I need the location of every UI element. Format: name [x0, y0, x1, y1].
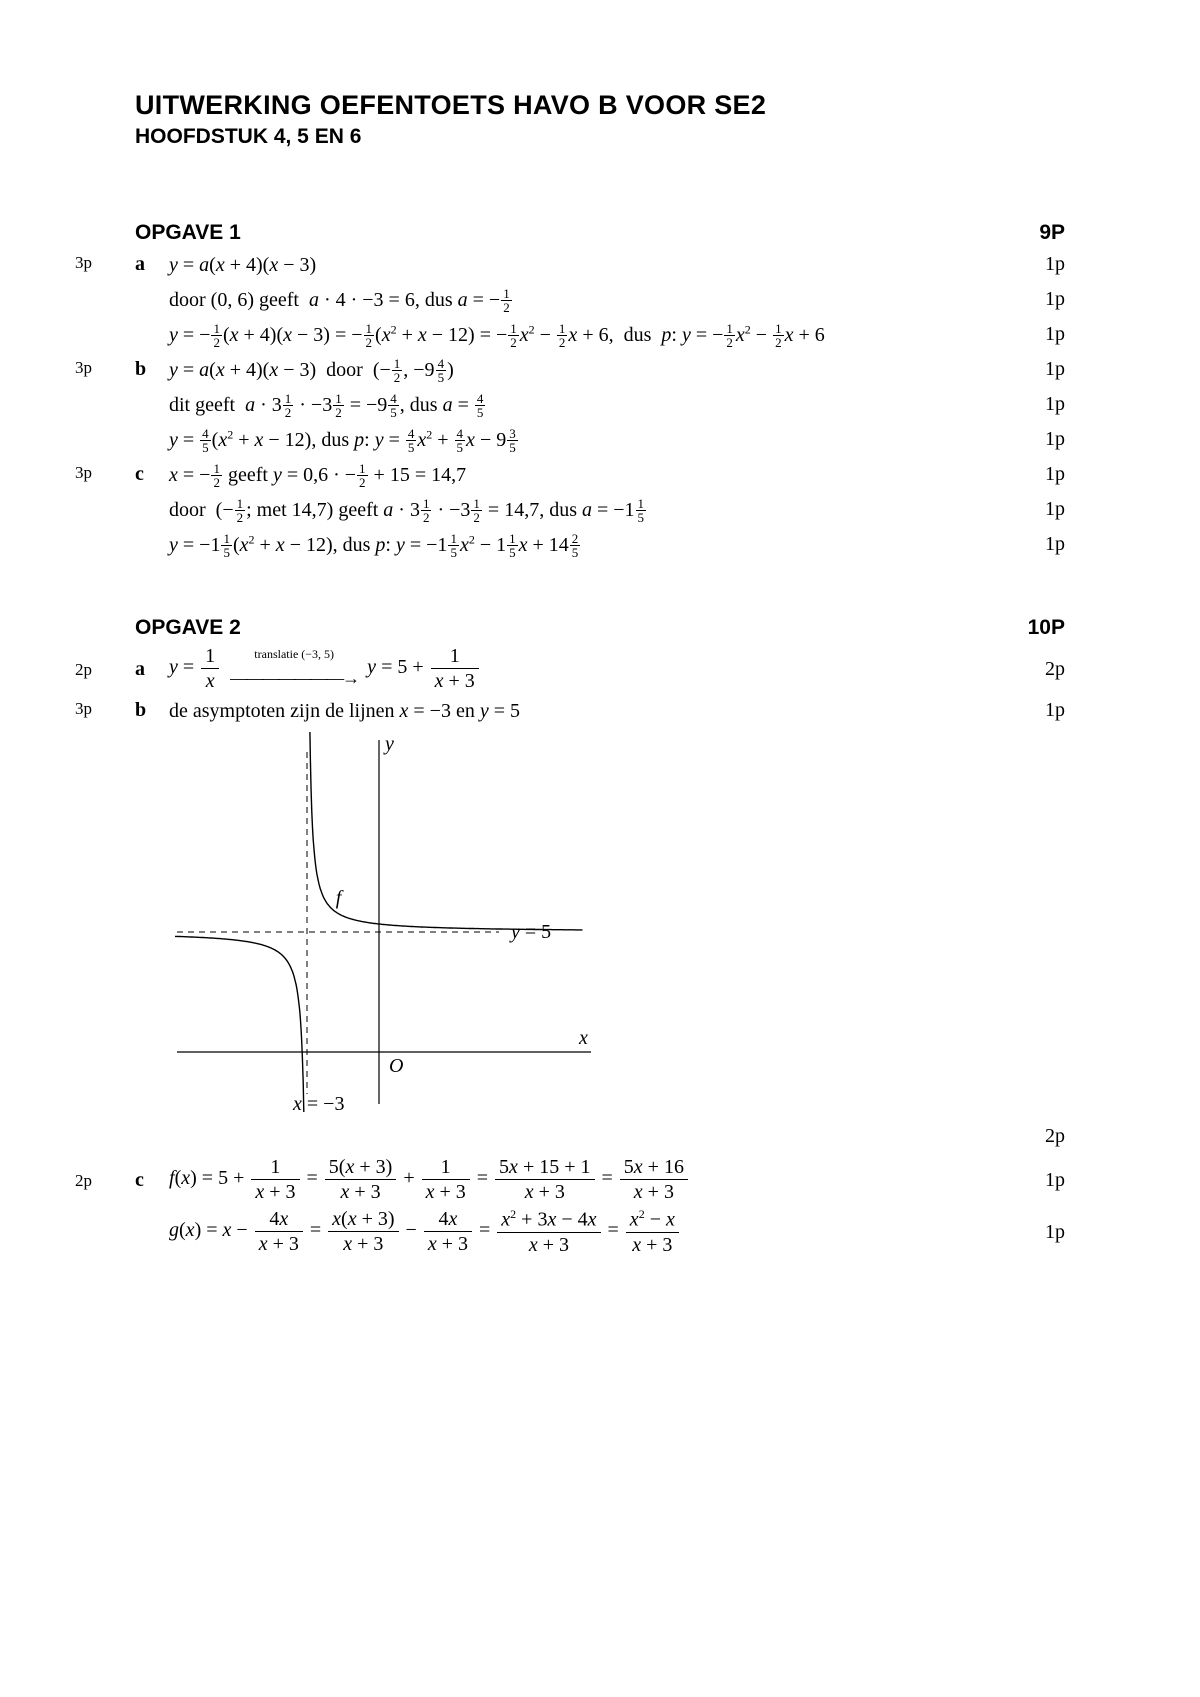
solution-row: door (0, 6) geeft a · 4 · −3 = 6, dus a …	[75, 286, 1065, 315]
solution-row: 2pay = 1x translatie (−3, 5)———————→ y =…	[75, 646, 1065, 691]
svg-text:y: y	[383, 733, 394, 755]
right-points: 1p	[1019, 496, 1065, 521]
right-points: 1p	[1019, 531, 1065, 556]
left-points	[75, 391, 135, 393]
right-points: 1p	[1019, 321, 1065, 346]
item-letter	[135, 286, 169, 288]
item-letter	[135, 1230, 169, 1232]
item-letter	[135, 426, 169, 428]
svg-text:O: O	[389, 1055, 403, 1077]
graph-svg: y x Oy = 5 x = −3 f	[169, 732, 599, 1112]
right-points: 1p	[1019, 426, 1065, 451]
solution-text: f(x) = 5 + 1x + 3 = 5(x + 3)x + 3 + 1x +…	[169, 1157, 1019, 1202]
right-points: 2p	[1019, 656, 1065, 681]
left-points	[75, 496, 135, 498]
solution-row: y = −12(x + 4)(x − 3) = −12(x2 + x − 12)…	[75, 321, 1065, 350]
left-points	[75, 321, 135, 323]
item-letter	[135, 531, 169, 533]
solution-text: y = 45(x2 + x − 12), dus p: y = 45x2 + 4…	[169, 426, 1019, 455]
solution-row: y = −115(x2 + x − 12), dus p: y = −115x2…	[75, 531, 1065, 560]
item-letter	[135, 391, 169, 393]
item-letter: c	[135, 461, 169, 486]
solution-row: 2pcf(x) = 5 + 1x + 3 = 5(x + 3)x + 3 + 1…	[75, 1157, 1065, 1202]
solution-row: 3pbde asymptoten zijn de lijnen x = −3 e…	[75, 697, 1065, 726]
left-points	[75, 1230, 135, 1232]
left-points	[75, 531, 135, 533]
solution-row: 3pby = a(x + 4)(x − 3) door (−12, −945)1…	[75, 356, 1065, 385]
right-points: 1p	[1019, 697, 1065, 722]
section-2-title: OPGAVE 2	[135, 616, 241, 640]
section-1-points: 9P	[1039, 221, 1065, 245]
right-points: 1p	[1019, 391, 1065, 416]
left-points: 3p	[75, 251, 135, 273]
section-1-title: OPGAVE 1	[135, 221, 241, 245]
solution-row: y = 45(x2 + x − 12), dus p: y = 45x2 + 4…	[75, 426, 1065, 455]
svg-text:f: f	[336, 887, 344, 909]
right-points: 1p	[1019, 356, 1065, 381]
solution-text: y = a(x + 4)(x − 3)	[169, 251, 1019, 280]
left-points	[75, 426, 135, 428]
solution-text: y = 1x translatie (−3, 5)———————→ y = 5 …	[169, 646, 1019, 691]
section-1-head: OPGAVE 1 9P	[135, 221, 1065, 245]
item-letter: a	[135, 251, 169, 276]
graph-points-row: 2p	[75, 1123, 1065, 1151]
right-points: 1p	[1019, 286, 1065, 311]
item-letter	[135, 321, 169, 323]
solution-row: 3pay = a(x + 4)(x − 3)1p	[75, 251, 1065, 280]
svg-text:x: x	[578, 1027, 588, 1049]
graph-points: 2p	[1019, 1123, 1065, 1148]
page-subtitle: HOOFDSTUK 4, 5 EN 6	[135, 125, 1065, 149]
solution-row: door (−12; met 14,7) geeft a · 312 · −31…	[75, 496, 1065, 525]
item-letter: a	[135, 656, 169, 681]
left-points: 3p	[75, 697, 135, 719]
item-letter: b	[135, 697, 169, 722]
solution-text: y = −12(x + 4)(x − 3) = −12(x2 + x − 12)…	[169, 321, 1019, 350]
solution-row: g(x) = x − 4xx + 3 = x(x + 3)x + 3 − 4xx…	[75, 1208, 1065, 1255]
solution-text: y = −115(x2 + x − 12), dus p: y = −115x2…	[169, 531, 1019, 560]
left-points	[75, 286, 135, 288]
right-points: 1p	[1019, 1219, 1065, 1244]
section-2-head: OPGAVE 2 10P	[135, 616, 1065, 640]
solution-text: x = −12 geeft y = 0,6 · −12 + 15 = 14,7	[169, 461, 1019, 490]
solution-row: dit geeft a · 312 · −312 = −945, dus a =…	[75, 391, 1065, 420]
section-2-points: 10P	[1028, 616, 1065, 640]
right-points: 1p	[1019, 461, 1065, 486]
left-points: 3p	[75, 356, 135, 378]
left-points: 2p	[75, 1169, 135, 1191]
right-points: 1p	[1019, 1167, 1065, 1192]
item-letter: b	[135, 356, 169, 381]
solution-text: g(x) = x − 4xx + 3 = x(x + 3)x + 3 − 4xx…	[169, 1208, 1019, 1255]
svg-text:x = −3: x = −3	[292, 1093, 344, 1112]
right-points: 1p	[1019, 251, 1065, 276]
solution-row: 3pcx = −12 geeft y = 0,6 · −12 + 15 = 14…	[75, 461, 1065, 490]
solution-text: y = a(x + 4)(x − 3) door (−12, −945)	[169, 356, 1019, 385]
item-letter: c	[135, 1167, 169, 1192]
page-title: UITWERKING OEFENTOETS HAVO B VOOR SE2	[135, 90, 1065, 121]
solution-text: dit geeft a · 312 · −312 = −945, dus a =…	[169, 391, 1019, 420]
solution-text: door (0, 6) geeft a · 4 · −3 = 6, dus a …	[169, 286, 1019, 315]
left-points: 2p	[75, 658, 135, 680]
solution-text: door (−12; met 14,7) geeft a · 312 · −31…	[169, 496, 1019, 525]
left-points: 3p	[75, 461, 135, 483]
svg-text:y = 5: y = 5	[509, 921, 551, 943]
item-letter	[135, 496, 169, 498]
solution-text: de asymptoten zijn de lijnen x = −3 en y…	[169, 697, 1019, 726]
graph-container: y x Oy = 5 x = −3 f	[169, 732, 1065, 1117]
